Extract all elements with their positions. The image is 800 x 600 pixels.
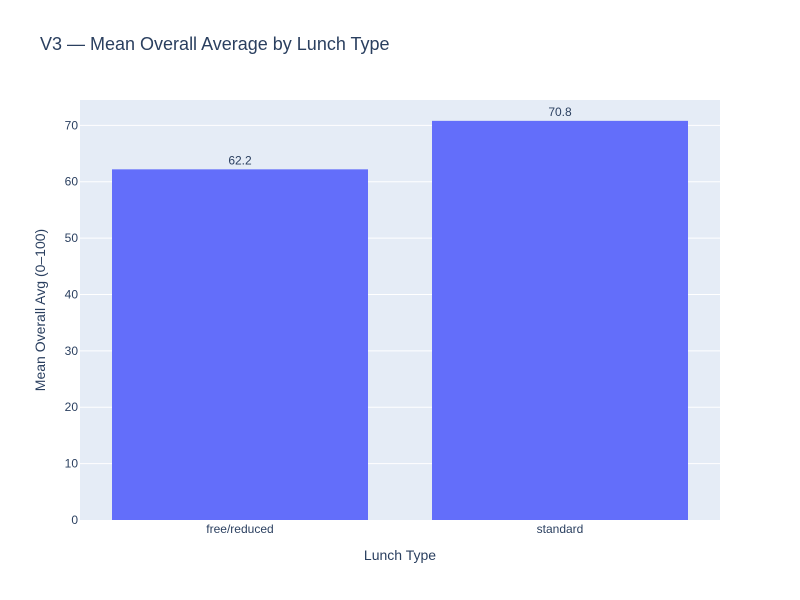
data-labels: 62.2 70.8 bbox=[228, 105, 572, 167]
x-tick-label: standard bbox=[537, 522, 584, 536]
bar-standard[interactable] bbox=[432, 120, 688, 520]
y-axis-ticks: 0 10 20 30 40 50 60 70 bbox=[65, 118, 79, 527]
bars bbox=[112, 120, 688, 520]
y-tick-label: 70 bbox=[65, 118, 79, 132]
x-tick-label: free/reduced bbox=[206, 522, 273, 536]
y-tick-label: 10 bbox=[65, 457, 79, 471]
y-tick-label: 40 bbox=[65, 287, 79, 301]
chart-title: V3 — Mean Overall Average by Lunch Type bbox=[40, 34, 390, 54]
y-tick-label: 50 bbox=[65, 231, 79, 245]
bar-free-reduced[interactable] bbox=[112, 169, 368, 520]
y-tick-label: 20 bbox=[65, 400, 79, 414]
y-tick-label: 30 bbox=[65, 344, 79, 358]
y-tick-label: 0 bbox=[71, 513, 78, 527]
y-axis-title: Mean Overall Avg (0–100) bbox=[32, 229, 48, 391]
y-tick-label: 60 bbox=[65, 175, 79, 189]
data-label: 70.8 bbox=[548, 105, 572, 119]
x-axis-ticks: free/reduced standard bbox=[206, 522, 583, 536]
x-axis-title: Lunch Type bbox=[364, 547, 436, 563]
data-label: 62.2 bbox=[228, 153, 252, 167]
